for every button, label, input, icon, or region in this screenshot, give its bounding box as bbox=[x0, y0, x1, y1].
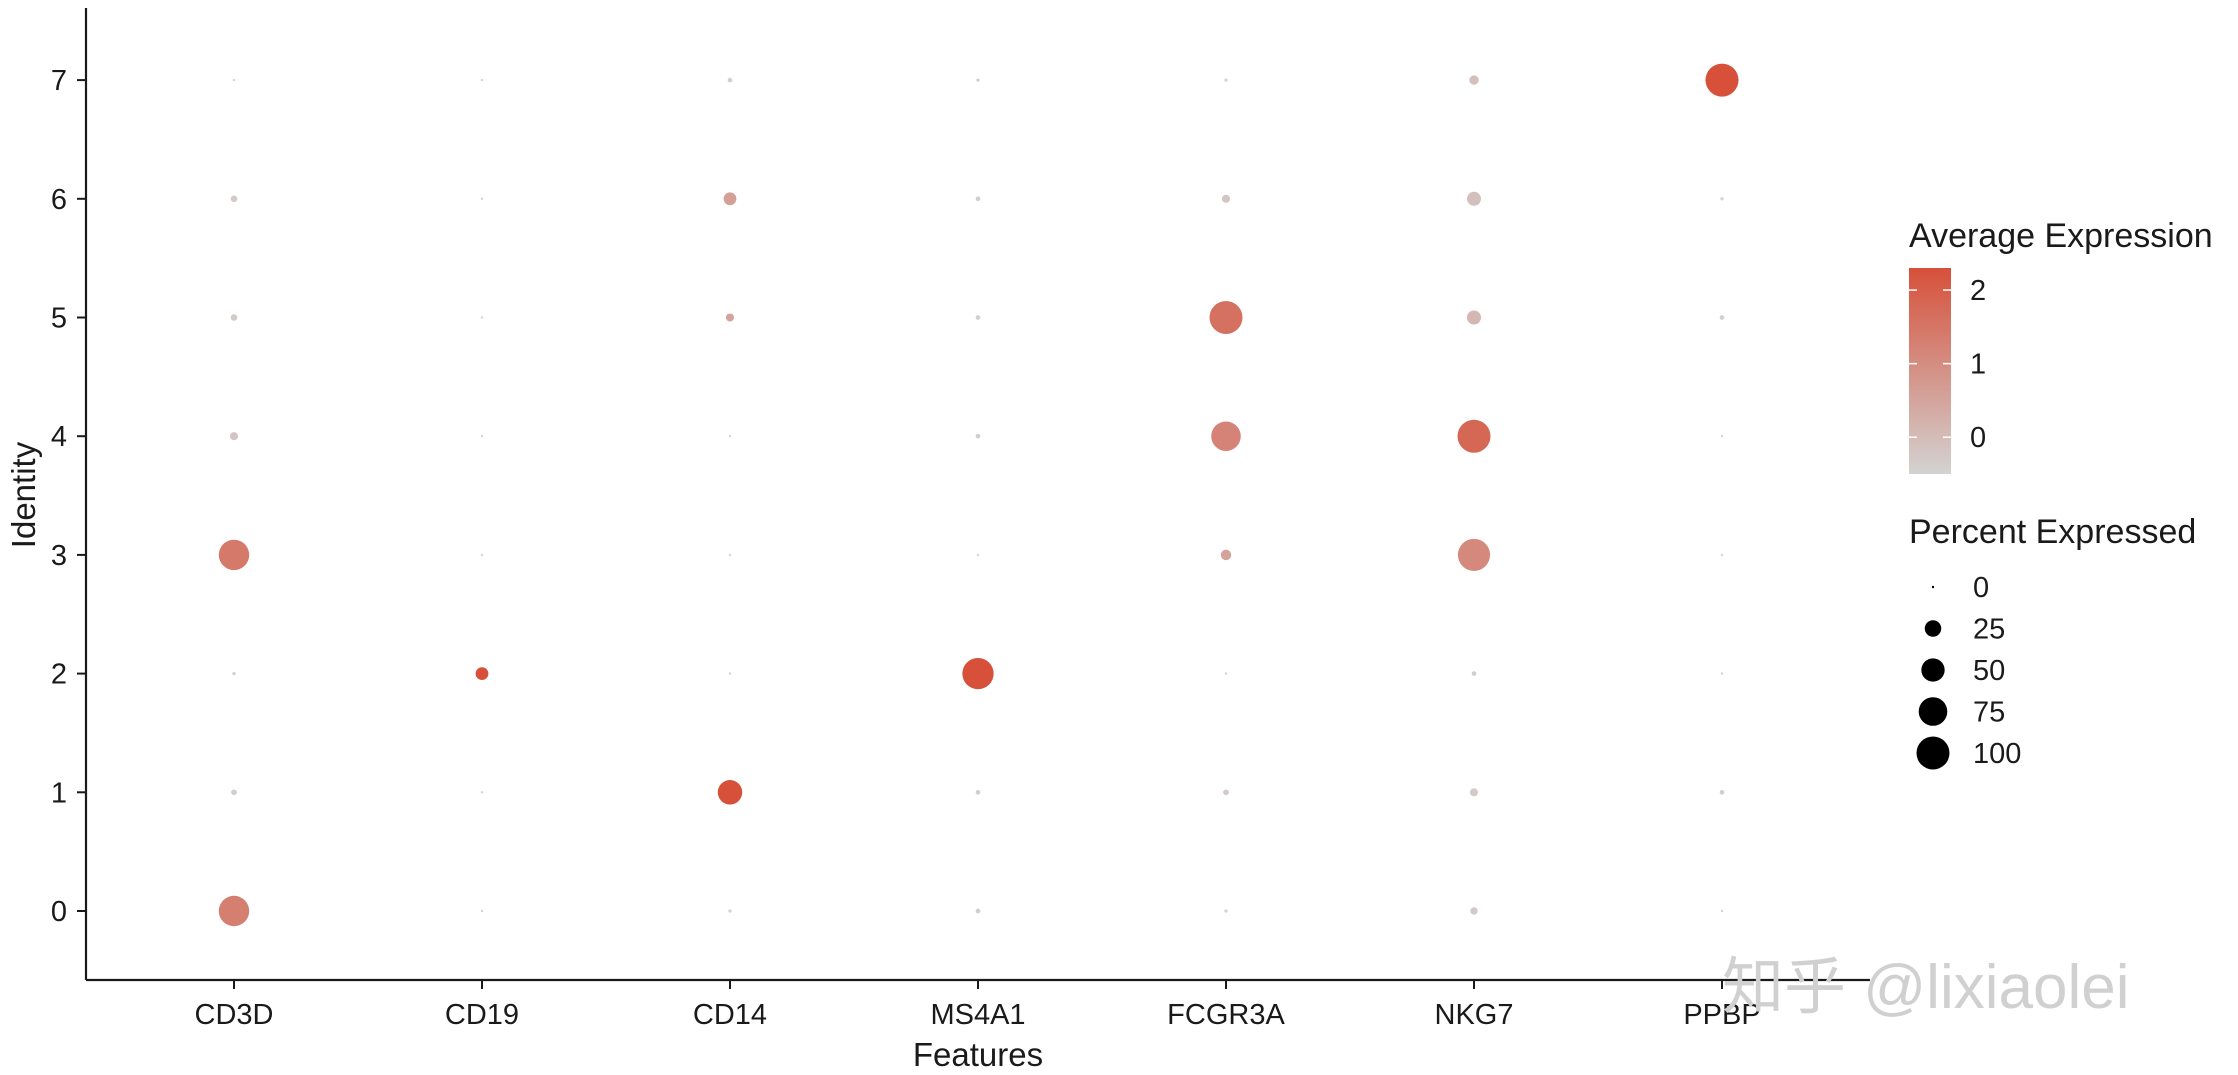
dot-cd14-7 bbox=[727, 77, 733, 83]
x-tick-label: CD14 bbox=[693, 999, 767, 1031]
dot-cd19-1 bbox=[480, 791, 484, 794]
dot-cd19-5 bbox=[480, 316, 484, 319]
dot-nkg7-6 bbox=[1467, 191, 1481, 206]
dot-ms4a1-2 bbox=[962, 657, 994, 690]
color-tick-label: 1 bbox=[1970, 349, 1986, 381]
dot-cd14-5 bbox=[725, 313, 735, 322]
dot-cd14-2 bbox=[728, 672, 732, 675]
legend-percent-expressed: Percent Expressed 0 25 50 75 100 bbox=[1909, 513, 2196, 770]
dot-fcgr3a-0 bbox=[1224, 909, 1228, 913]
dot-cd14-4 bbox=[728, 435, 732, 438]
dot-ppbp-3 bbox=[1720, 553, 1724, 557]
dot-cd3d-3 bbox=[218, 539, 250, 571]
size-key-dot bbox=[1921, 658, 1945, 682]
dot-ppbp-5 bbox=[1719, 315, 1725, 320]
dot-fcgr3a-7 bbox=[1224, 78, 1228, 82]
dot-cd3d-7 bbox=[232, 78, 236, 82]
y-tick-label: 2 bbox=[51, 659, 67, 691]
dot-fcgr3a-1 bbox=[1223, 789, 1229, 796]
dot-cd3d-1 bbox=[231, 789, 237, 796]
y-tick-label: 7 bbox=[51, 65, 67, 97]
dot-nkg7-7 bbox=[1469, 75, 1479, 85]
dot-cd14-6 bbox=[723, 192, 737, 206]
size-legend-keys: 0 25 50 75 100 bbox=[1916, 572, 2021, 770]
size-key-label: 75 bbox=[1973, 697, 2005, 729]
size-key-label: 25 bbox=[1973, 614, 2005, 646]
x-axis-ticks: CD3D CD19 CD14 MS4A1 FCGR3A NKG7 PPBP bbox=[195, 980, 1761, 1031]
dot-ms4a1-3 bbox=[976, 553, 980, 557]
dot-cd3d-2 bbox=[232, 671, 236, 676]
dot-cd19-7 bbox=[480, 78, 484, 82]
dot-ms4a1-5 bbox=[975, 315, 981, 320]
dot-fcgr3a-3 bbox=[1220, 549, 1232, 561]
dot-nkg7-0 bbox=[1470, 907, 1478, 915]
x-tick-label: FCGR3A bbox=[1167, 999, 1285, 1031]
y-tick-label: 4 bbox=[51, 421, 67, 453]
x-tick-label: CD19 bbox=[445, 999, 519, 1031]
size-key-label: 0 bbox=[1973, 572, 1989, 604]
y-tick-label: 0 bbox=[51, 896, 67, 928]
dot-nkg7-1 bbox=[1469, 788, 1479, 797]
dot-ppbp-4 bbox=[1720, 435, 1724, 438]
dot-cd3d-6 bbox=[230, 195, 238, 203]
dot-ms4a1-6 bbox=[975, 196, 981, 202]
y-tick-label: 5 bbox=[51, 303, 67, 335]
dot-ms4a1-4 bbox=[975, 433, 981, 439]
y-axis-title: Identity bbox=[5, 441, 42, 548]
dot-cd14-0 bbox=[728, 909, 732, 913]
legend-color-title: Average Expression bbox=[1909, 217, 2213, 255]
x-tick-label: MS4A1 bbox=[930, 999, 1025, 1031]
dot-cd19-6 bbox=[480, 197, 484, 200]
size-key-dot bbox=[1916, 736, 1950, 770]
dot-ppbp-0 bbox=[1720, 909, 1724, 913]
dot-cd14-3 bbox=[728, 553, 732, 557]
dot-nkg7-3 bbox=[1457, 538, 1491, 571]
dot-fcgr3a-5 bbox=[1209, 301, 1243, 334]
x-tick-label: PPBP bbox=[1683, 999, 1760, 1031]
dot-ms4a1-0 bbox=[975, 908, 981, 914]
dot-ppbp-6 bbox=[1720, 197, 1724, 201]
plot-panel: 0 1 2 3 4 5 6 7 CD3D CD19 CD14 MS4A1 FCGR3A NKG7 PPBP bbox=[51, 8, 1870, 1031]
legend-size-title: Percent Expressed bbox=[1909, 513, 2196, 551]
x-axis-title: Features bbox=[913, 1036, 1043, 1073]
color-bar-ticks: 0 1 2 bbox=[1909, 275, 1986, 454]
dot-cd3d-5 bbox=[230, 314, 238, 321]
dot-cd19-3 bbox=[480, 553, 484, 557]
legend-average-expression: Average Expression 0 1 2 bbox=[1909, 217, 2213, 474]
dot-nkg7-4 bbox=[1457, 419, 1491, 453]
dot-fcgr3a-4 bbox=[1211, 421, 1241, 451]
dot-cd14-1 bbox=[717, 780, 743, 805]
dot-ppbp-2 bbox=[1720, 672, 1724, 675]
dot-ms4a1-1 bbox=[975, 789, 981, 795]
x-tick-label: NKG7 bbox=[1435, 999, 1514, 1031]
color-tick-label: 2 bbox=[1970, 275, 1986, 307]
dot-cd19-2 bbox=[475, 667, 489, 680]
size-key-dot bbox=[1918, 697, 1948, 726]
size-key-dot bbox=[1924, 620, 1942, 637]
size-key-label: 50 bbox=[1973, 655, 2005, 687]
dot-nkg7-2 bbox=[1471, 671, 1477, 676]
dot-cd19-4 bbox=[480, 435, 484, 438]
dot-fcgr3a-6 bbox=[1221, 194, 1231, 203]
y-tick-label: 6 bbox=[51, 184, 67, 216]
dot-ppbp-1 bbox=[1719, 789, 1725, 795]
y-axis-ticks: 0 1 2 3 4 5 6 7 bbox=[51, 65, 86, 928]
dot-cd3d-4 bbox=[229, 432, 239, 441]
size-key-label: 100 bbox=[1973, 738, 2021, 770]
color-tick-label: 0 bbox=[1970, 422, 1986, 454]
color-bar bbox=[1909, 268, 1951, 474]
dot-fcgr3a-2 bbox=[1224, 672, 1228, 675]
size-key-dot bbox=[1931, 585, 1935, 589]
x-tick-label: CD3D bbox=[195, 999, 274, 1031]
watermark: 知乎 @lixiaolei bbox=[1722, 953, 2129, 1022]
dot-nkg7-5 bbox=[1467, 310, 1481, 325]
y-tick-label: 1 bbox=[51, 777, 67, 809]
dot-ms4a1-7 bbox=[976, 78, 980, 82]
dot-ppbp-7 bbox=[1705, 63, 1739, 97]
data-points bbox=[218, 63, 1739, 927]
dot-cd19-0 bbox=[480, 909, 484, 913]
dot-cd3d-0 bbox=[218, 895, 250, 927]
y-tick-label: 3 bbox=[51, 540, 67, 572]
